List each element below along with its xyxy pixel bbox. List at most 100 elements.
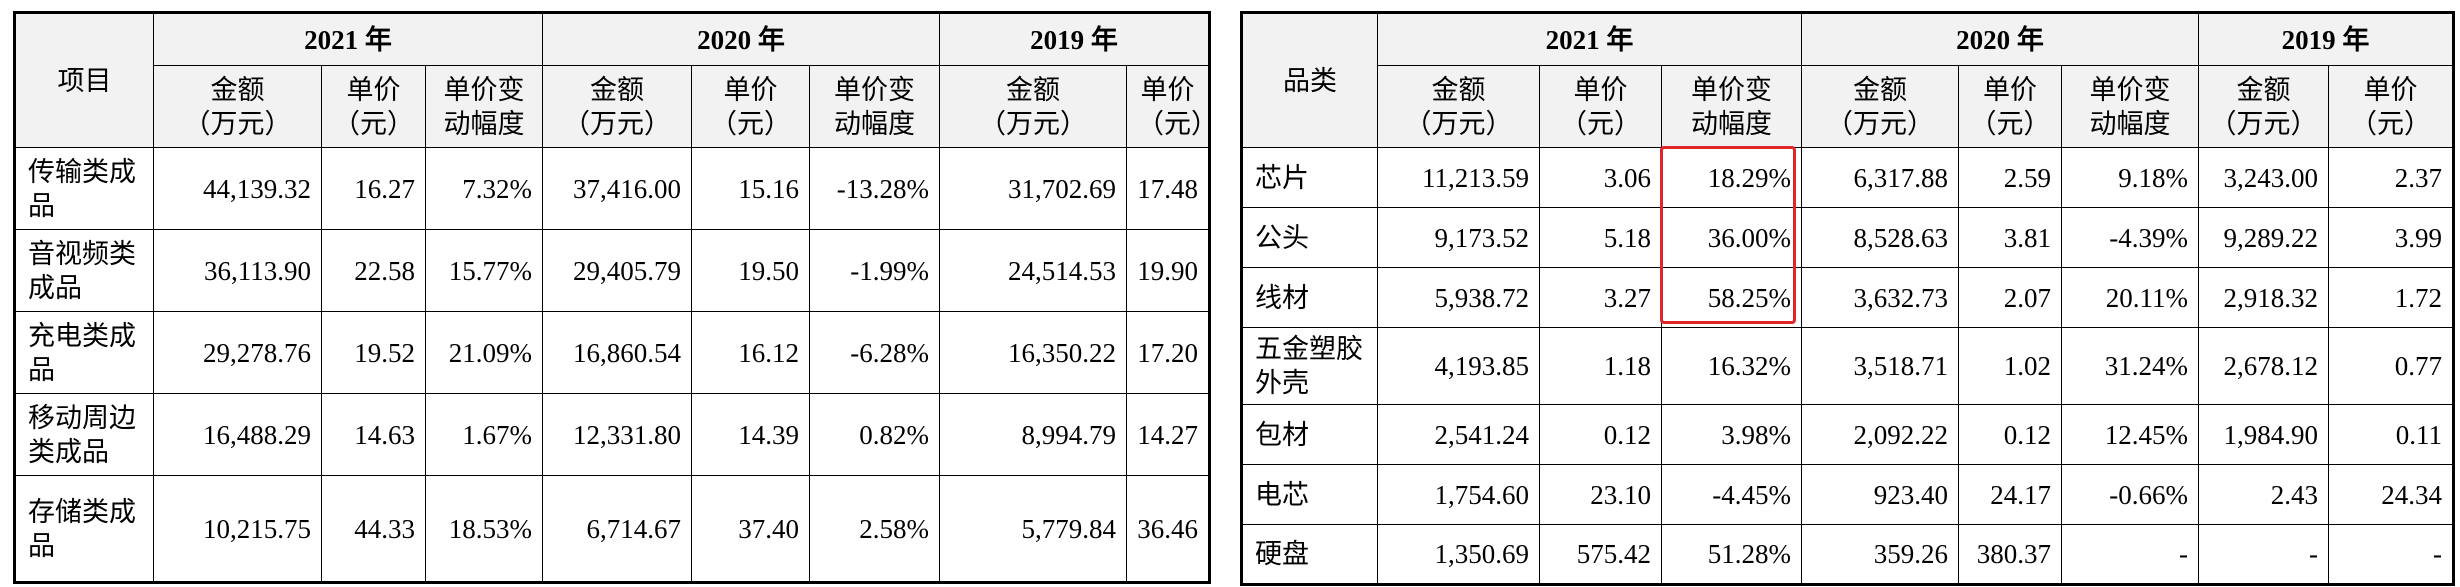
cell: 5,938.72 bbox=[1377, 267, 1540, 328]
cell: 9,289.22 bbox=[2198, 207, 2329, 268]
cell: -13.28% bbox=[809, 147, 940, 230]
cell: 24.17 bbox=[1958, 464, 2062, 525]
cell: 24,514.53 bbox=[939, 229, 1127, 312]
row-label: 移动周边类成品 bbox=[14, 393, 154, 476]
cell: 31,702.69 bbox=[939, 147, 1127, 230]
cell: 7.32% bbox=[425, 147, 543, 230]
cell: 3,632.73 bbox=[1801, 267, 1959, 328]
cell: 17.48 bbox=[1126, 147, 1210, 230]
header-column: 单价变 动幅度 bbox=[425, 65, 543, 148]
cell: - bbox=[2328, 524, 2454, 585]
cell: 1.67% bbox=[425, 393, 543, 476]
data-row: 五金塑胶外壳 4,193.85 1.18 16.32% 3,518.71 1.02 31.2… bbox=[1241, 327, 2454, 405]
row-label: 线材 bbox=[1241, 267, 1378, 328]
right-table: 品类 2021 年 2020 年 2019 年金额 （万元） 单价 （元） 单价变 动幅度… bbox=[1240, 11, 2455, 586]
left-table: 项目 2021 年 2020 年 2019 年金额 （万元） 单价 （元） 单价变 动幅度… bbox=[13, 11, 1218, 584]
header-item: 项目 bbox=[14, 12, 154, 148]
cell: 359.26 bbox=[1801, 524, 1959, 585]
cell: 3,518.71 bbox=[1801, 327, 1959, 405]
header-year: 2021 年 bbox=[1377, 12, 1802, 66]
cell: 0.12 bbox=[1539, 404, 1662, 465]
header-item: 品类 bbox=[1241, 12, 1378, 148]
cell: 8,528.63 bbox=[1801, 207, 1959, 268]
cell: 29,278.76 bbox=[153, 311, 322, 394]
cell: -0.66% bbox=[2061, 464, 2199, 525]
cell: 5,779.84 bbox=[939, 475, 1127, 583]
header-column: 单价变 动幅度 bbox=[2061, 65, 2199, 148]
cell: 23.10 bbox=[1539, 464, 1662, 525]
header-row: 品类 2021 年 2020 年 2019 年 bbox=[1241, 12, 2454, 148]
header-column: 单价 （元） bbox=[1958, 65, 2062, 148]
cell: 2.59 bbox=[1958, 147, 2062, 208]
cell: 16,488.29 bbox=[153, 393, 322, 476]
row-label: 音视频类成品 bbox=[14, 229, 154, 312]
data-row: 移动周边类成品 16,488.29 14.63 1.67% 12,331.80 14.39… bbox=[14, 393, 1210, 476]
cell: 0.11 bbox=[2328, 404, 2454, 465]
header-row: 金额 （万元） 单价 （元） 单价变 动幅度 金额 （万元） 单价 （元） 单价变 动幅度… bbox=[15, 65, 1218, 148]
header-column: 单价 （元） bbox=[2328, 65, 2454, 148]
cell: -4.39% bbox=[2061, 207, 2199, 268]
cell: 16.27 bbox=[321, 147, 426, 230]
row-label: 传输类成品 bbox=[14, 147, 154, 230]
cell: 44.33 bbox=[321, 475, 426, 583]
cell: 18.29% bbox=[1661, 147, 1802, 208]
cell: 19.90 bbox=[1126, 229, 1210, 312]
cell: 1.02 bbox=[1958, 327, 2062, 405]
cell: 9,173.52 bbox=[1377, 207, 1540, 268]
header-row: 项目 2021 年 2020 年 2019 年 bbox=[14, 12, 1210, 148]
header-column: 金额 （万元） bbox=[153, 65, 322, 148]
cell: 29,405.79 bbox=[542, 229, 692, 312]
cell: 2,092.22 bbox=[1801, 404, 1959, 465]
cell: 2.43 bbox=[2198, 464, 2329, 525]
cell: 24.34 bbox=[2328, 464, 2454, 525]
cell: 19.50 bbox=[691, 229, 810, 312]
cell: -1.99% bbox=[809, 229, 940, 312]
header-column: 金额 （万元） bbox=[939, 65, 1127, 148]
cell: 2.07 bbox=[1958, 267, 2062, 328]
cell: 12,331.80 bbox=[542, 393, 692, 476]
cell: 16,860.54 bbox=[542, 311, 692, 394]
cell: 4,193.85 bbox=[1377, 327, 1540, 405]
data-row: 公头 9,173.52 5.18 36.00% 8,528.63 3.81 -4.39% 9,… bbox=[1241, 207, 2454, 268]
data-row: 芯片 11,213.59 3.06 18.29% 6,317.88 2.59 9.18% 3,… bbox=[1241, 147, 2454, 208]
cell: 11,213.59 bbox=[1377, 147, 1540, 208]
header-column: 单价变 动幅度 bbox=[1661, 65, 1802, 148]
cell: 19.52 bbox=[321, 311, 426, 394]
cell: 8,994.79 bbox=[939, 393, 1127, 476]
cell: - bbox=[2198, 524, 2329, 585]
cell: 6,317.88 bbox=[1801, 147, 1959, 208]
header-column: 单价 （元） bbox=[321, 65, 426, 148]
cell: 14.27 bbox=[1126, 393, 1210, 476]
cell: 36,113.90 bbox=[153, 229, 322, 312]
header-column: 金额 （万元） bbox=[2198, 65, 2329, 148]
cell: 2,541.24 bbox=[1377, 404, 1540, 465]
row-label: 包材 bbox=[1241, 404, 1378, 465]
header-column: 单价变 动幅度 bbox=[809, 65, 940, 148]
cell: 18.53% bbox=[425, 475, 543, 583]
cell: 1,350.69 bbox=[1377, 524, 1540, 585]
cell: 3.81 bbox=[1958, 207, 2062, 268]
cell: 10,215.75 bbox=[153, 475, 322, 583]
row-label: 充电类成品 bbox=[14, 311, 154, 394]
cell: 21.09% bbox=[425, 311, 543, 394]
cell: - bbox=[2061, 524, 2199, 585]
cell: 3.06 bbox=[1539, 147, 1662, 208]
cell: 5.18 bbox=[1539, 207, 1662, 268]
row-label: 芯片 bbox=[1241, 147, 1378, 208]
data-row: 存储类成品 10,215.75 44.33 18.53% 6,714.67 37.40 2.… bbox=[14, 475, 1210, 583]
cell: 3.99 bbox=[2328, 207, 2454, 268]
cell: 15.77% bbox=[425, 229, 543, 312]
cell: 380.37 bbox=[1958, 524, 2062, 585]
cell: 14.63 bbox=[321, 393, 426, 476]
cell: 37.40 bbox=[691, 475, 810, 583]
header-column: 单价 （元） bbox=[691, 65, 810, 148]
cell: 20.11% bbox=[2061, 267, 2199, 328]
row-label: 存储类成品 bbox=[14, 475, 154, 583]
data-row: 硬盘 1,350.69 575.42 51.28% 359.26 380.37- - - bbox=[1241, 524, 2454, 585]
highlight-box bbox=[1660, 146, 1796, 324]
header-column: 金额 （万元） bbox=[542, 65, 692, 148]
cell: 36.46 bbox=[1126, 475, 1210, 583]
header-row: 金额 （万元） 单价 （元） 单价变 动幅度 金额 （万元） 单价 （元） 单价变 动幅度… bbox=[1242, 65, 2454, 148]
cell: 0.82% bbox=[809, 393, 940, 476]
